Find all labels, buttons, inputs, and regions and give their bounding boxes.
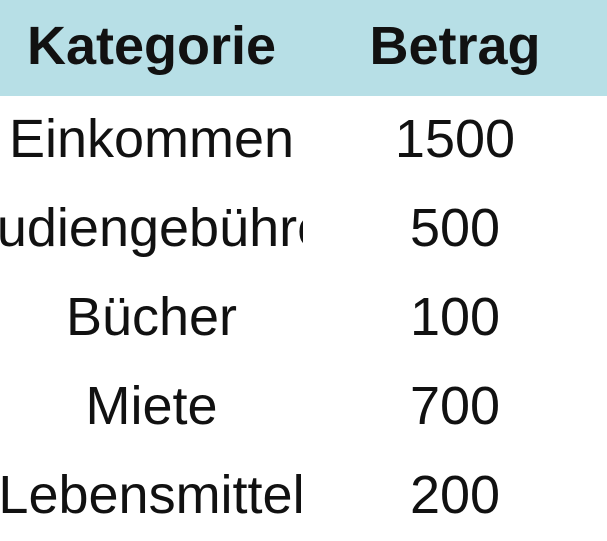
cell-betrag[interactable]: 700 bbox=[409, 375, 501, 436]
column-header-kategorie[interactable]: Kategorie bbox=[0, 0, 303, 96]
table-row: Bücher 100 bbox=[0, 274, 607, 363]
column-header-betrag[interactable]: Betrag bbox=[303, 0, 607, 96]
cell-betrag[interactable]: 500 bbox=[409, 197, 501, 258]
table-row: Studiengebühren 500 bbox=[0, 185, 607, 274]
cell-kategorie[interactable]: Studiengebühren bbox=[0, 197, 303, 258]
cell-betrag[interactable]: 1500 bbox=[394, 108, 516, 169]
table-body: Einkommen 1500 Studiengebühren 500 Büche… bbox=[0, 96, 607, 541]
cell-kategorie[interactable]: Miete bbox=[85, 375, 218, 436]
cell-kategorie[interactable]: Bücher bbox=[65, 286, 238, 347]
cell-kategorie[interactable]: Einkommen bbox=[8, 108, 295, 169]
cell-betrag[interactable]: 200 bbox=[409, 464, 501, 525]
table-row: Miete 700 bbox=[0, 363, 607, 452]
table-header-row: Kategorie Betrag bbox=[0, 0, 607, 96]
table-row: Lebensmittel 200 bbox=[0, 452, 607, 541]
table-row: Einkommen 1500 bbox=[0, 96, 607, 185]
cell-betrag[interactable]: 100 bbox=[409, 286, 501, 347]
cell-kategorie[interactable]: Lebensmittel bbox=[0, 464, 303, 525]
